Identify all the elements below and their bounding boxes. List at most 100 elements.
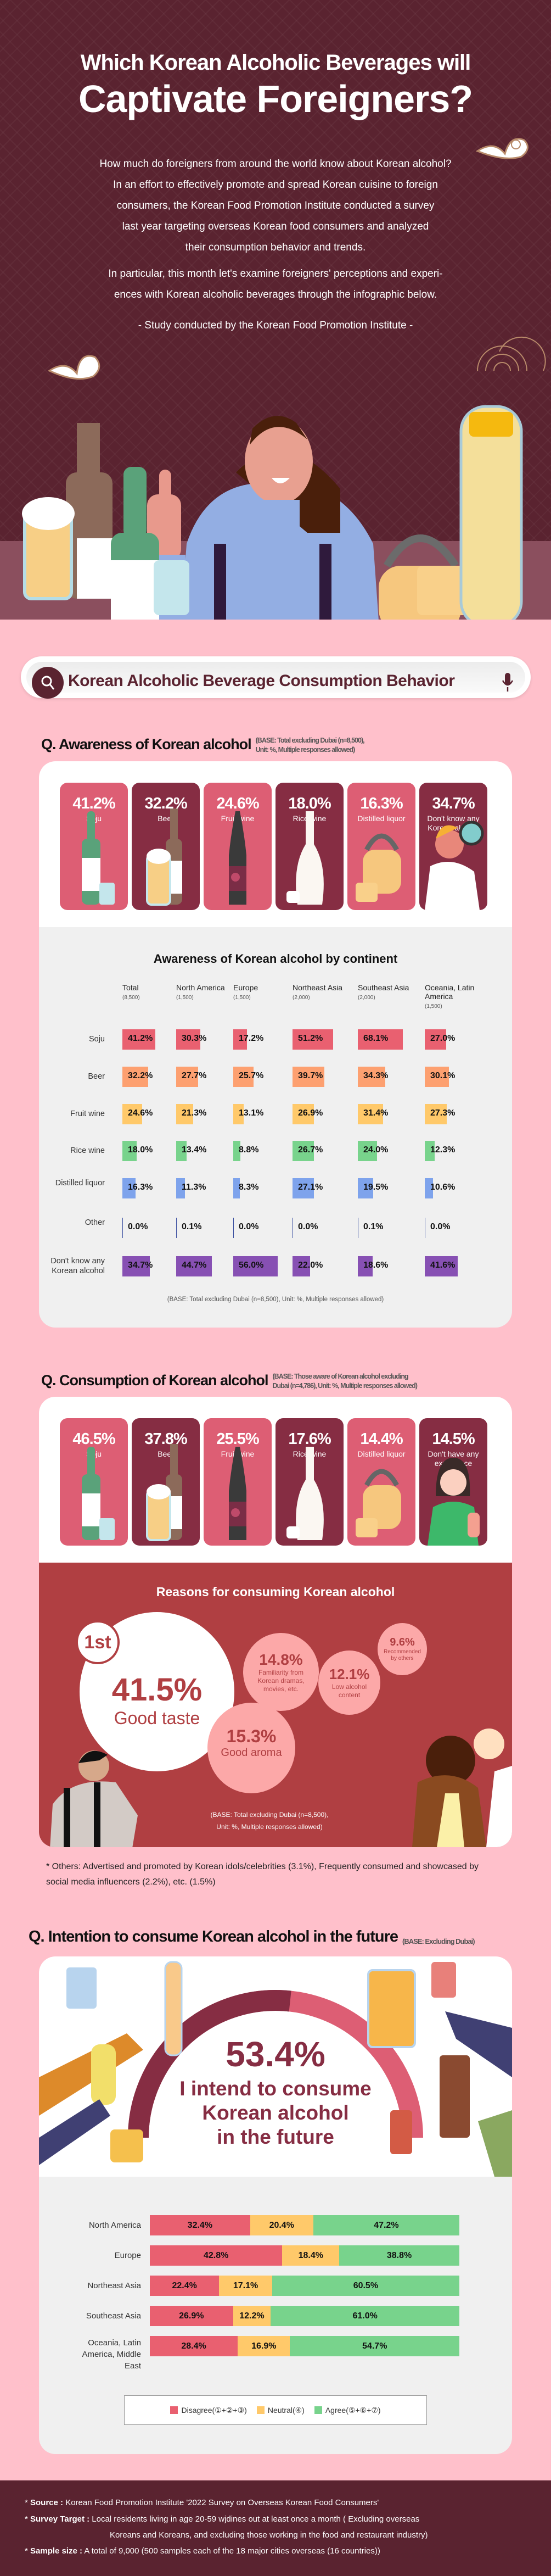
cell-value: 27.0%: [430, 1034, 456, 1043]
intro-line: consumers, the Korean Food Promotion Ins…: [116, 200, 435, 211]
bar-segment-disagree: 42.8%: [150, 2245, 283, 2266]
footer-target-cont: Koreans and Koreans, and excluding those…: [110, 2530, 428, 2540]
stat-value: 18.0%: [288, 795, 331, 812]
column-header: Oceania, Latin America (1,500): [425, 983, 496, 1011]
microphone-icon[interactable]: [502, 673, 514, 694]
stat-value: 34.7%: [432, 795, 475, 812]
cell-value: 13.4%: [182, 1145, 207, 1155]
intention-line: I intend to consume: [179, 2077, 372, 2100]
cell-value: 27.7%: [182, 1071, 207, 1080]
search-icon[interactable]: [32, 667, 64, 699]
intention-line: in the future: [217, 2126, 334, 2148]
base-line: (BASE: Those aware of Korean alcohol exc…: [272, 1373, 409, 1380]
stat-label: Distilled liquor: [357, 814, 406, 823]
column-name: Southeast Asia: [358, 983, 409, 992]
reasons-base: (BASE: Total excluding Dubai (n=8,500), U…: [198, 1809, 341, 1833]
fruitwine-icon: [229, 811, 246, 905]
stat-card-don-t-know-any-korean-alcohol: 34.7%Don't know any Korean alcohol: [419, 783, 487, 910]
cell-value: 32.2%: [128, 1071, 153, 1080]
kettle-icon: [356, 1469, 401, 1537]
stat-value: 32.2%: [144, 795, 187, 812]
region-label: Oceania, Latin America, Middle East: [82, 2338, 141, 2371]
search-field[interactable]: Korean Alcoholic Beverage Consumption Be…: [26, 662, 525, 699]
value-bar: [233, 1141, 240, 1161]
column-name: Northeast Asia: [293, 983, 343, 992]
stat-value: 41.2%: [72, 795, 115, 812]
stat-value: 37.8%: [144, 1430, 187, 1448]
search-query-text: Korean Alcoholic Beverage Consumption Be…: [68, 672, 455, 690]
bar-segment-agree: 60.5%: [272, 2276, 459, 2296]
beer-icon: [146, 809, 182, 906]
cell-value: 30.1%: [430, 1071, 456, 1080]
base-line: (BASE: Total excluding Dubai (n=8,500),: [210, 1811, 329, 1819]
stacked-bar-row: 32.4% 20.4% 47.2%: [150, 2215, 459, 2235]
intention-base: (BASE: Excluding Dubai): [402, 1937, 475, 1945]
stat-card-rice-wine: 18.0% Rice wine: [276, 783, 344, 910]
stat-label: Beer: [158, 814, 174, 823]
cell-value: 39.7%: [298, 1071, 323, 1080]
bar-segment-neutral: 17.1%: [219, 2276, 272, 2296]
base-line: Unit: %, Multiple responses allowed): [216, 1823, 323, 1831]
awareness-heading: Q. Awareness of Korean alcohol (BASE: To…: [41, 736, 365, 755]
man-photographer-illustration: [50, 1750, 138, 1847]
cell-value: 24.0%: [363, 1145, 389, 1155]
cell-value: 18.0%: [128, 1145, 153, 1155]
row-label: Fruit wine: [70, 1109, 105, 1118]
reason-label: Good aroma: [221, 1746, 282, 1759]
awareness-cards-panel: 41.2%Soju 32.2% Beer 24.6%Fruit wine18.0%Ri…: [39, 761, 512, 927]
reason-label: Recommended by others: [384, 1649, 421, 1661]
cell-value: 11.3%: [182, 1183, 206, 1192]
stat-card-rice-wine: 17.6% Rice wine: [276, 1418, 344, 1546]
value-bar: [176, 1256, 212, 1276]
cell-value: 17.2%: [239, 1034, 264, 1043]
soju-icon: [82, 811, 115, 905]
cell-value: 27.1%: [298, 1183, 323, 1192]
section-search-bar[interactable]: Korean Alcoholic Beverage Consumption Be…: [21, 656, 531, 699]
cell-value: 0.0%: [298, 1222, 318, 1231]
bar-segment-disagree: 28.4%: [150, 2336, 238, 2356]
value-bar: [122, 1178, 136, 1198]
cell-value: 41.6%: [430, 1261, 456, 1270]
bar-segment-disagree: 22.4%: [150, 2276, 220, 2296]
stat-card-fruit-wine: 25.5% Fruit wine: [204, 1418, 272, 1546]
kettle-icon: [356, 833, 401, 902]
row-label: Rice wine: [70, 1146, 105, 1155]
cell-value: 0.0%: [239, 1222, 259, 1231]
footer-text: Korean Food Promotion Institute '2022 Su…: [65, 2498, 379, 2507]
stat-value: 17.6%: [288, 1430, 331, 1448]
footer-label: Survey Target :: [30, 2514, 90, 2524]
cell-value: 34.3%: [363, 1071, 389, 1080]
value-bar: [176, 1104, 193, 1124]
value-bar: [122, 1067, 148, 1087]
intention-headline-panel: 53.4% I intend to consume Korean alcohol…: [39, 1956, 512, 2177]
legend-agree: Agree(⑤+⑥+⑦): [314, 2406, 381, 2415]
stat-label: Beer: [158, 1449, 174, 1458]
intro-paragraph-2: In particular, this month let's examine …: [49, 264, 502, 336]
soju-icon: [82, 1447, 115, 1540]
value-bar: [425, 1178, 434, 1198]
column-header: Total (8,500): [122, 983, 175, 1002]
reason-value: 41.5%: [111, 1672, 203, 1708]
stat-card-fruit-wine: 24.6% Fruit wine: [204, 783, 272, 910]
value-bar: [425, 1029, 447, 1050]
reason-familiarity: 14.8% Familiarity from Korean dramas, mo…: [243, 1633, 319, 1711]
row-label: Soju: [88, 1035, 105, 1044]
base-line: (BASE: Total excluding Dubai (n=8,500),: [255, 737, 365, 744]
footer-label: Sample size :: [30, 2546, 83, 2556]
legend-label: Disagree(①+②+③): [181, 2405, 247, 2415]
column-sample-size: (2,000): [358, 995, 375, 1001]
woman-thumbs-up-illustration: [147, 416, 379, 620]
value-bar: [293, 1141, 314, 1161]
value-bar: [358, 1178, 374, 1198]
consumption-base: (BASE: Those aware of Korean alcohol exc…: [272, 1372, 418, 1391]
stat-value: 46.5%: [72, 1430, 115, 1448]
value-bar: [425, 1067, 449, 1087]
value-bar: [425, 1256, 458, 1276]
value-bar: [358, 1029, 403, 1050]
fruitwine-icon: [229, 1447, 246, 1540]
cell-value: 0.0%: [128, 1222, 148, 1231]
cell-value: 10.6%: [430, 1183, 456, 1192]
stat-card-soju: 41.2%Soju: [60, 783, 128, 910]
cell-value: 24.6%: [128, 1108, 153, 1118]
stacked-bar-row: 42.8% 18.4% 38.8%: [150, 2245, 459, 2266]
